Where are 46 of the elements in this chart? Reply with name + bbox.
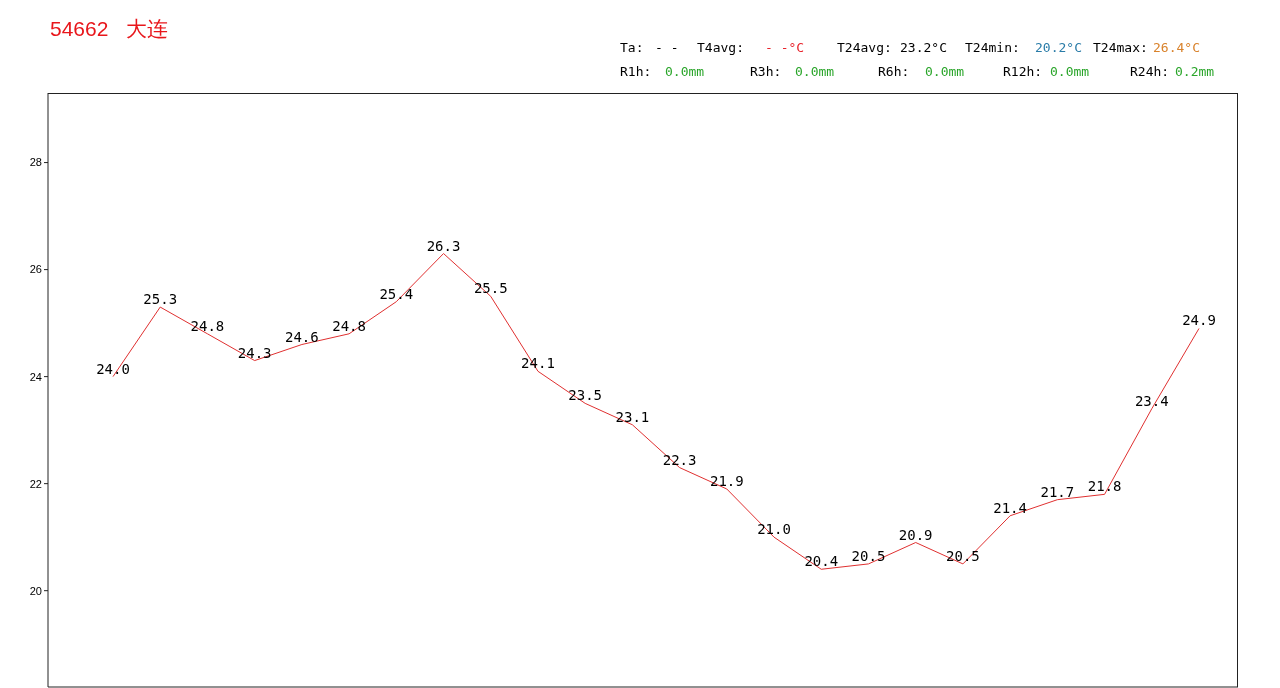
- text: R24h:: [1130, 64, 1170, 80]
- text: Ta:: [620, 40, 644, 56]
- y-tick-label: 20: [29, 584, 42, 597]
- text: R6h:: [878, 64, 910, 80]
- text: T4avg:: [697, 40, 744, 56]
- text: T24min:: [965, 40, 1020, 56]
- text: 23.2°C: [900, 40, 947, 56]
- text: 0.0mm: [925, 64, 965, 80]
- chart-title: 54662 大连: [50, 16, 168, 42]
- data-label: 20.9: [898, 526, 933, 543]
- data-label: 24.3: [237, 344, 272, 361]
- data-label: 25.3: [143, 291, 178, 308]
- y-tick-label: 26: [29, 263, 42, 276]
- data-label: 26.3: [426, 237, 461, 254]
- data-label: 22.3: [662, 451, 697, 468]
- data-label: 24.8: [190, 317, 225, 334]
- data-label: 24.1: [521, 355, 555, 372]
- text: 0.0mm: [1050, 64, 1090, 80]
- data-label: 21.8: [1087, 478, 1122, 495]
- y-tick-label: 22: [29, 477, 42, 490]
- data-label: 24.0: [96, 360, 130, 377]
- data-label: 23.1: [615, 408, 650, 425]
- data-label: 24.6: [285, 328, 319, 345]
- data-label: 21.4: [993, 499, 1027, 516]
- data-label: 25.5: [473, 280, 508, 297]
- text: 0.2mm: [1175, 64, 1215, 80]
- text: T24avg:: [837, 40, 892, 56]
- data-label: 20.5: [946, 547, 980, 564]
- text: R1h:: [620, 64, 652, 80]
- text: R12h:: [1003, 64, 1043, 80]
- data-label: 21.9: [709, 473, 744, 489]
- text: - -: [655, 40, 679, 56]
- data-label: 20.5: [851, 547, 886, 564]
- data-label: 23.4: [1134, 392, 1169, 409]
- data-label: 23.5: [568, 387, 603, 404]
- text: 0.0mm: [795, 64, 835, 80]
- text: 0.0mm: [665, 64, 705, 80]
- text: R3h:: [750, 64, 782, 80]
- data-label: 24.9: [1182, 312, 1216, 329]
- text: - -°C: [765, 40, 805, 56]
- text: 20.2°C: [1035, 40, 1082, 56]
- y-tick-label: 28: [29, 156, 42, 169]
- y-tick-label: 24: [29, 370, 42, 383]
- text: T24max:: [1093, 40, 1148, 56]
- text: 26.4°C: [1153, 40, 1200, 56]
- data-label: 21.7: [1040, 483, 1075, 500]
